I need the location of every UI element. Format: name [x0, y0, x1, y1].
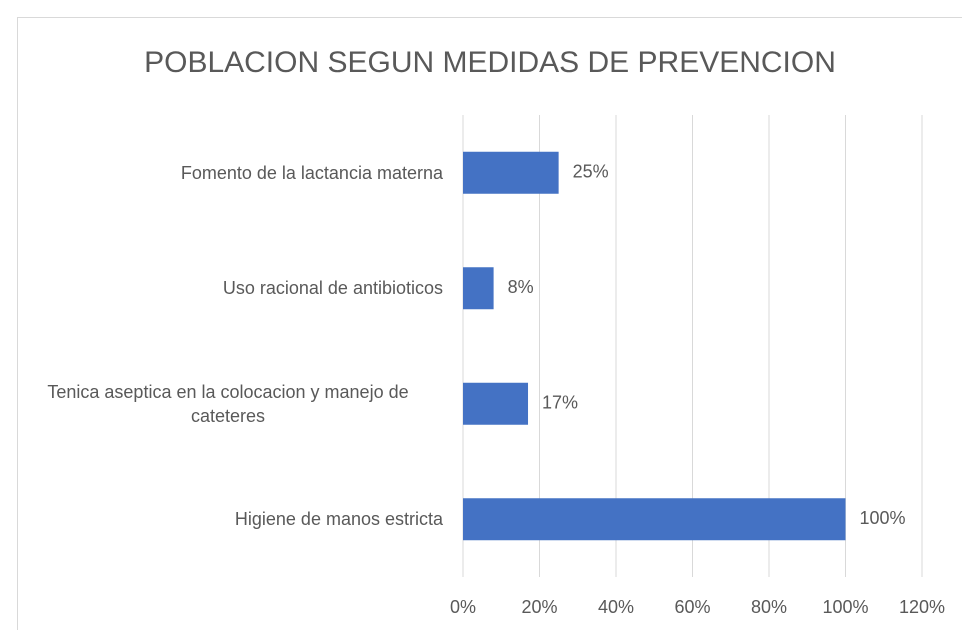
chart-title: POBLACION SEGUN MEDIDAS DE PREVENCION [144, 46, 836, 79]
y-tick-label: Fomento de la lactancia materna [3, 133, 443, 213]
data-label: 25% [573, 162, 609, 182]
x-tick-label: 20% [521, 597, 557, 617]
bar [463, 382, 529, 425]
category-text: Uso racional de antibioticos [222, 278, 443, 299]
y-tick-label: Uso racional de antibioticos [3, 248, 443, 328]
x-tick-label: 0% [450, 597, 476, 617]
y-tick-label: Tenica aseptica en la colocacion y manej… [3, 364, 443, 444]
category-text: Fomento de la lactancia materna [180, 162, 443, 183]
x-tick-label: 80% [751, 597, 787, 617]
x-tick-label: 40% [598, 597, 634, 617]
data-label: 17% [542, 393, 578, 413]
y-tick-label: Higiene de manos estricta [3, 479, 443, 559]
x-tick-label: 100% [822, 597, 868, 617]
x-tick-label: 60% [674, 597, 710, 617]
bar [463, 151, 559, 194]
data-label: 100% [860, 508, 906, 528]
chart-border [17, 17, 962, 630]
x-tick-label: 120% [899, 597, 945, 617]
category-text: Tenica aseptica en la colocacion y manej… [47, 381, 409, 426]
bar [463, 498, 846, 541]
category-text: Higiene de manos estricta [234, 509, 443, 530]
data-label: 8% [508, 277, 534, 297]
bar [463, 267, 494, 310]
